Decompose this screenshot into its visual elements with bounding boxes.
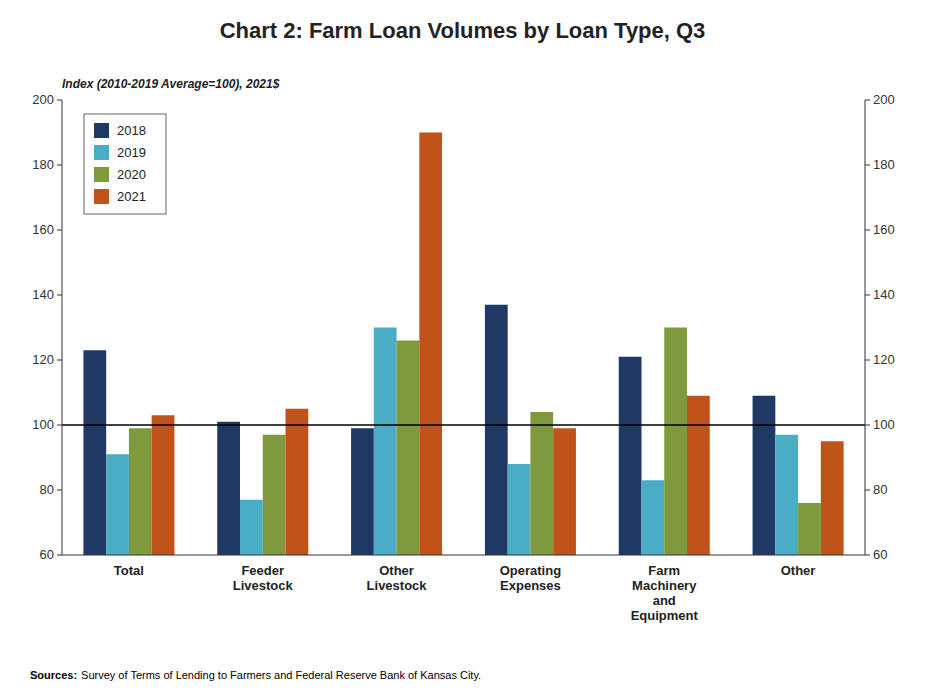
bar [753, 396, 776, 555]
legend-label: 2018 [117, 123, 146, 138]
source-note: Sources: Survey of Terms of Lending to Fa… [30, 669, 481, 681]
y-tick-label: 140 [32, 287, 54, 302]
y2-tick [865, 100, 870, 101]
y-tick [57, 165, 62, 166]
bar [106, 454, 129, 555]
bar [217, 422, 240, 555]
bar [397, 341, 420, 556]
bar [641, 480, 664, 555]
y-tick [57, 230, 62, 231]
legend-frame [84, 114, 166, 214]
annotation: Sources: [30, 669, 77, 681]
baseline [62, 424, 865, 425]
y-axis-label: Index (2010-2019 Average=100), 2021$ [62, 77, 280, 91]
legend: 2018 2019 2020 2021 [84, 114, 166, 214]
y-tick-label: 160 [32, 222, 54, 237]
y-tick [57, 555, 62, 556]
x-axis-line [62, 555, 865, 556]
x-tick-label: Other [781, 563, 816, 578]
legend-swatch [94, 167, 109, 182]
y2-tick [865, 425, 870, 426]
y-tick-label: 120 [32, 352, 54, 367]
y-tick [57, 425, 62, 426]
legend-label: 2019 [117, 145, 146, 160]
y2-axis-line [865, 100, 866, 555]
y2-tick [865, 490, 870, 491]
legend-label: 2021 [117, 189, 146, 204]
legend-swatch [94, 123, 109, 138]
y2-tick [865, 230, 870, 231]
bar [664, 328, 687, 556]
x-tick-label: FeederLivestock [233, 563, 294, 593]
y-tick [57, 295, 62, 296]
x-tick-label: FarmMachineryandEquipment [631, 563, 699, 623]
y2-tick-label: 160 [873, 222, 895, 237]
y2-tick-label: 80 [873, 482, 887, 497]
y-tick-label: 200 [32, 92, 54, 107]
bar [263, 435, 286, 555]
bar [419, 133, 442, 556]
bar [687, 396, 710, 555]
y2-tick [865, 555, 870, 556]
y-tick-label: 100 [32, 417, 54, 432]
bar [240, 500, 263, 555]
bar [508, 464, 531, 555]
bar [83, 350, 106, 555]
y2-tick-label: 200 [873, 92, 895, 107]
legend-swatch [94, 189, 109, 204]
bar [485, 305, 508, 555]
y-tick [57, 100, 62, 101]
bar [798, 503, 821, 555]
bar [530, 412, 553, 555]
y2-tick [865, 295, 870, 296]
y2-tick-label: 180 [873, 157, 895, 172]
x-tick-label: OtherLivestock [367, 563, 428, 593]
y2-tick [865, 360, 870, 361]
bar [821, 441, 844, 555]
y2-tick-label: 140 [873, 287, 895, 302]
y2-tick-label: 60 [873, 547, 887, 562]
x-tick-label: OperatingExpenses [500, 563, 561, 593]
y-tick [57, 490, 62, 491]
chart: Chart 2: Farm Loan Volumes by Loan Type,… [0, 0, 925, 693]
bar [775, 435, 798, 555]
annotation: Survey of Terms of Lending to Farmers an… [81, 669, 481, 681]
bar [619, 357, 642, 555]
legend-label: 2020 [117, 167, 146, 182]
y-tick-label: 60 [40, 547, 54, 562]
bar [553, 428, 576, 555]
y-tick-label: 180 [32, 157, 54, 172]
y-tick [57, 360, 62, 361]
bar [374, 328, 397, 556]
bar [286, 409, 309, 555]
y2-tick [865, 165, 870, 166]
bars [83, 133, 843, 556]
y-tick-label: 80 [40, 482, 54, 497]
bar [351, 428, 374, 555]
y-axis-line [62, 100, 63, 555]
y2-tick-label: 100 [873, 417, 895, 432]
title: Chart 2: Farm Loan Volumes by Loan Type,… [220, 18, 706, 43]
bar [129, 428, 152, 555]
y2-tick-label: 120 [873, 352, 895, 367]
legend-swatch [94, 145, 109, 160]
background [0, 0, 925, 693]
bar [152, 415, 175, 555]
x-tick-label: Total [114, 563, 144, 578]
